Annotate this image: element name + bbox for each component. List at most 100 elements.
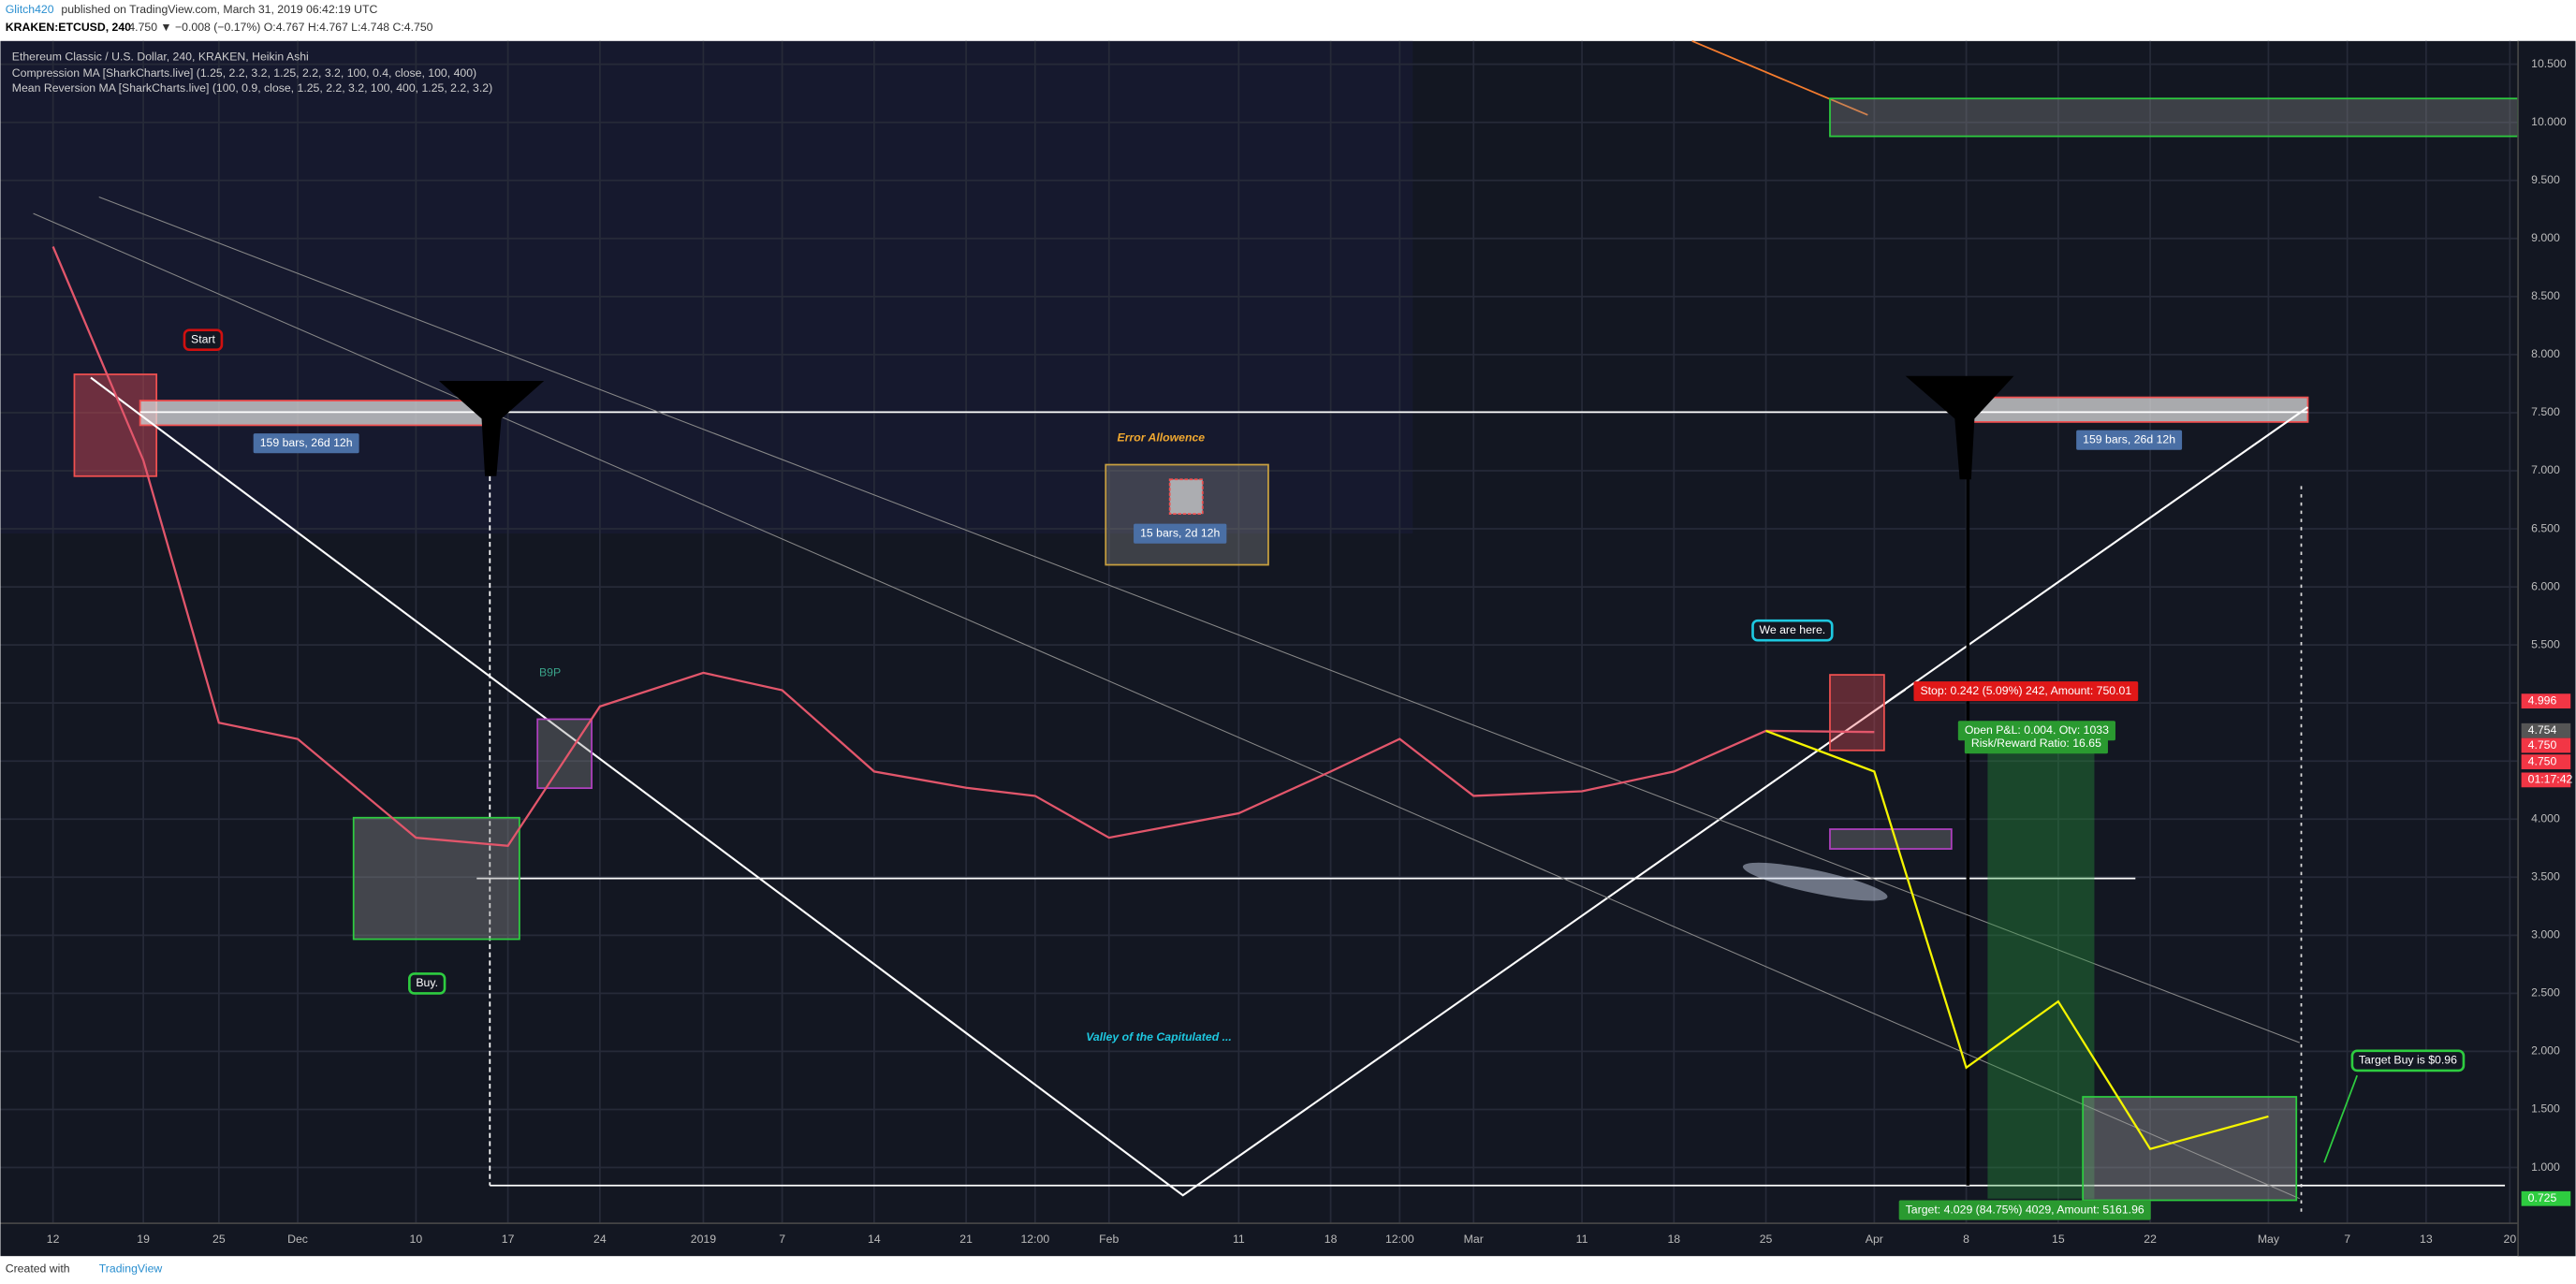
price-badge — [2521, 722, 2571, 738]
x-tick-label: 19 — [137, 1233, 150, 1246]
orange-ma — [1691, 40, 1868, 116]
annotation: We are here. — [1760, 623, 1826, 636]
annotation: Error Allowence — [1118, 431, 1206, 445]
y-tick-label: 7.500 — [2531, 405, 2560, 418]
x-tick-label: 7 — [2344, 1233, 2350, 1246]
x-tick-label: 12 — [47, 1233, 60, 1246]
y-tick-label: 9.000 — [2531, 231, 2560, 244]
x-tick-label: 13 — [2420, 1233, 2433, 1246]
annotation-box — [408, 972, 446, 995]
x-tick-label: 18 — [1325, 1233, 1338, 1246]
annotation-box — [1751, 619, 1834, 642]
price-line — [1765, 729, 2269, 1150]
legend: Ethereum Classic / U.S. Dollar, 240, KRA… — [12, 51, 309, 64]
x-tick-label: 15 — [2052, 1233, 2065, 1246]
y-tick-label: 2.500 — [2531, 986, 2560, 999]
y-tick-label: 5.500 — [2531, 637, 2560, 650]
price-badge — [2521, 772, 2571, 788]
published: published on TradingView.com, March 31, … — [61, 3, 377, 16]
x-tick-label: 25 — [1760, 1233, 1773, 1246]
zone — [1829, 828, 1953, 850]
funnel — [1905, 375, 2014, 480]
annotation: Target Buy is $0.96 — [2359, 1054, 2457, 1067]
zone — [1168, 478, 1204, 516]
v-shape — [90, 376, 2309, 1197]
annotation: 159 bars, 26d 12h — [260, 436, 353, 449]
annotation: 159 bars, 26d 12h — [2083, 432, 2175, 445]
y-tick-label: 1.000 — [2531, 1160, 2560, 1174]
price-badge — [2521, 737, 2571, 753]
x-tick-label: 18 — [1667, 1233, 1680, 1246]
annotation: Target: 4.029 (84.75%) 4029, Amount: 516… — [1906, 1203, 2144, 1216]
y-tick-label: 3.000 — [2531, 928, 2560, 941]
price-badge — [2521, 693, 2571, 709]
cloud — [0, 40, 1413, 534]
x-tick-label: 14 — [868, 1233, 881, 1246]
publisher: Glitch420 — [6, 3, 54, 16]
drawings — [33, 40, 2519, 1216]
x-tick-label: Feb — [1099, 1233, 1119, 1246]
x-tick-label: 12:00 — [1385, 1233, 1414, 1246]
trend-line — [1798, 689, 1907, 765]
quote: 4.750 ▼ −0.008 (−0.17%) O:4.767 H:4.767 … — [128, 21, 432, 34]
price-badge — [2521, 754, 2571, 769]
zone — [352, 816, 520, 941]
zone — [1969, 396, 2309, 423]
annotation: Start — [191, 332, 215, 345]
annotation-box — [253, 433, 359, 454]
zone — [1829, 97, 2519, 138]
y-tick-label: 8.000 — [2531, 347, 2560, 360]
price-badge-label: 01:17:42 — [2528, 773, 2573, 786]
price-badge — [2521, 1190, 2571, 1206]
price-badge-label: 0.725 — [2528, 1191, 2557, 1204]
price-line — [51, 246, 1875, 847]
symbol: KRAKEN:ETCUSD, 240 — [6, 21, 131, 34]
y-tick-label: 9.500 — [2531, 173, 2560, 186]
channel-line — [98, 197, 2300, 1043]
y-tick-label: 10.500 — [2531, 57, 2567, 70]
price-badge-label: 4.750 — [2528, 738, 2557, 751]
y-tick-label: 6.000 — [2531, 579, 2560, 592]
annotation: 15 bars, 2d 12h — [1140, 526, 1220, 539]
x-tick-label: 12:00 — [1020, 1233, 1049, 1246]
annotation: Buy. — [416, 976, 438, 989]
x-tick-label: 17 — [502, 1233, 515, 1246]
x-tick-label: 7 — [779, 1233, 785, 1246]
x-tick-label: 20 — [2504, 1233, 2517, 1246]
channel-line — [33, 212, 2300, 1200]
x-tick-label: Dec — [287, 1233, 308, 1246]
x-tick-label: 21 — [959, 1233, 973, 1246]
annotation: Open P&L: 0.004, Qty: 1033 — [1965, 723, 2109, 737]
footer: Created with — [6, 1262, 70, 1275]
annotation: B9P — [539, 666, 561, 679]
y-tick-label: 1.500 — [2531, 1102, 2560, 1116]
x-tick-label: Mar — [1464, 1233, 1484, 1246]
funnel — [438, 381, 545, 476]
annotation-box — [2350, 1049, 2466, 1072]
zone — [2082, 1096, 2298, 1202]
x-tick-label: 25 — [212, 1233, 226, 1246]
annotation-box — [183, 328, 224, 352]
y-tick-label: 4.000 — [2531, 812, 2560, 825]
y-tick-label: 7.000 — [2531, 463, 2560, 476]
x-tick-label: 24 — [593, 1233, 607, 1246]
legend: Mean Reversion MA [SharkCharts.live] (10… — [12, 81, 492, 95]
target-zone — [1987, 747, 2095, 1199]
x-tick-label: 10 — [410, 1233, 423, 1246]
x-tick-label: Apr — [1866, 1233, 1883, 1246]
y-tick-label: 6.500 — [2531, 521, 2560, 534]
price-badge-label: 4.750 — [2528, 754, 2557, 767]
price-badge-label: 4.754 — [2528, 723, 2557, 737]
x-tick-label: 11 — [1576, 1233, 1588, 1246]
x-tick-label: 11 — [1233, 1233, 1245, 1246]
y-tick-label: 3.500 — [2531, 870, 2560, 883]
price-axis — [2518, 40, 2576, 1257]
annotation: Stop: 0.242 (5.09%) 242, Amount: 750.01 — [1920, 684, 2131, 697]
annotation-box — [2076, 430, 2183, 450]
x-tick-label: 2019 — [691, 1233, 716, 1246]
price-badge-label: 4.996 — [2528, 693, 2557, 707]
annotation-box — [1134, 523, 1227, 544]
ellipse — [1742, 862, 1888, 901]
annotation: Valley of the Capitulated ... — [1086, 1030, 1232, 1043]
